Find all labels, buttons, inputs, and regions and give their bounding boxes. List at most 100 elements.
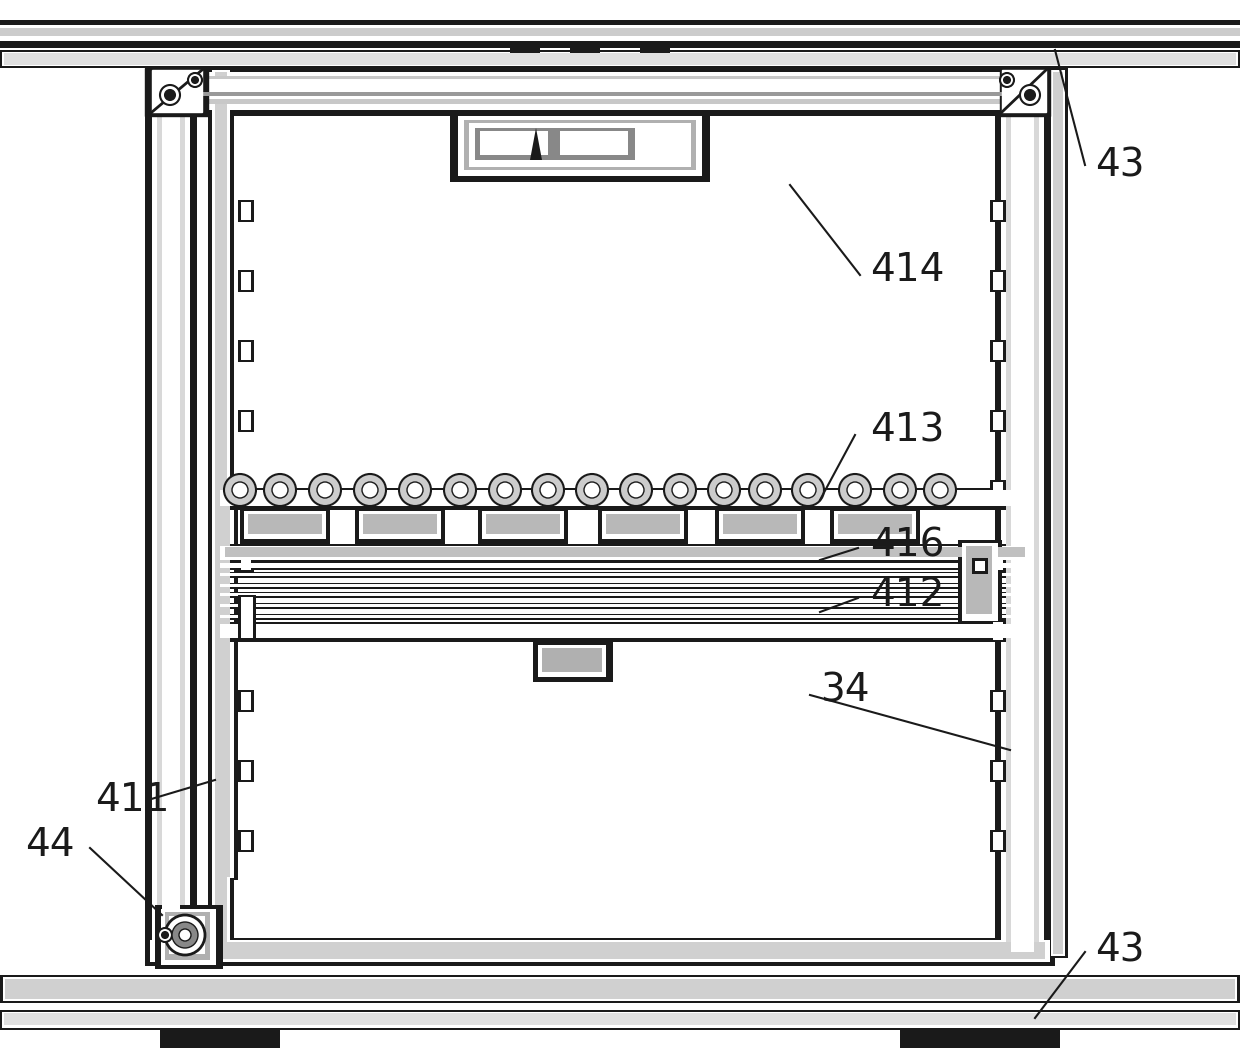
Polygon shape bbox=[153, 70, 202, 112]
Bar bbox=[219, 490, 1030, 506]
Bar bbox=[165, 912, 210, 960]
Bar bbox=[215, 583, 1035, 589]
Bar bbox=[0, 28, 1240, 36]
Bar bbox=[1001, 70, 1044, 956]
Bar bbox=[990, 270, 1006, 292]
Circle shape bbox=[399, 474, 432, 506]
Circle shape bbox=[884, 474, 916, 506]
Bar bbox=[719, 511, 801, 539]
Bar bbox=[5, 979, 1235, 999]
Bar bbox=[219, 563, 1030, 568]
Circle shape bbox=[157, 928, 172, 942]
Circle shape bbox=[932, 482, 949, 497]
Bar bbox=[219, 624, 1030, 638]
Bar bbox=[538, 645, 606, 677]
Bar bbox=[238, 270, 254, 292]
Bar bbox=[219, 573, 1030, 576]
Bar bbox=[157, 72, 185, 954]
Bar bbox=[598, 508, 688, 544]
Bar bbox=[219, 593, 1030, 596]
Text: 44: 44 bbox=[25, 826, 74, 864]
Bar bbox=[993, 832, 1003, 850]
Bar bbox=[993, 342, 1003, 360]
Circle shape bbox=[160, 85, 180, 105]
Polygon shape bbox=[1002, 70, 1047, 112]
Circle shape bbox=[539, 482, 556, 497]
Bar bbox=[959, 540, 1002, 624]
Bar bbox=[533, 642, 613, 682]
Bar bbox=[215, 603, 1035, 609]
Bar bbox=[1053, 72, 1063, 954]
Circle shape bbox=[999, 73, 1014, 87]
Bar bbox=[0, 975, 1240, 1003]
Bar bbox=[990, 620, 1006, 642]
Bar bbox=[993, 412, 1003, 431]
Bar bbox=[155, 905, 223, 969]
Bar bbox=[993, 482, 1003, 500]
Bar bbox=[150, 940, 1050, 962]
Circle shape bbox=[672, 482, 688, 497]
Bar bbox=[145, 938, 1055, 966]
Bar bbox=[900, 1030, 1060, 1048]
Text: 414: 414 bbox=[870, 251, 945, 289]
Circle shape bbox=[192, 77, 198, 83]
Bar bbox=[450, 109, 711, 182]
Circle shape bbox=[892, 482, 908, 497]
Bar bbox=[212, 70, 229, 956]
Bar bbox=[241, 508, 330, 544]
Bar bbox=[238, 340, 254, 362]
Bar bbox=[241, 692, 250, 710]
Bar bbox=[480, 131, 548, 155]
Bar bbox=[482, 511, 564, 539]
Bar bbox=[241, 762, 250, 780]
Circle shape bbox=[165, 90, 175, 100]
Circle shape bbox=[453, 482, 467, 497]
Bar bbox=[975, 561, 985, 571]
Bar bbox=[219, 604, 1030, 607]
Bar bbox=[972, 558, 988, 574]
Circle shape bbox=[497, 482, 513, 497]
Bar bbox=[360, 511, 441, 539]
Bar bbox=[162, 74, 180, 952]
Bar bbox=[145, 68, 1055, 116]
Bar bbox=[966, 546, 992, 614]
Bar bbox=[241, 272, 250, 290]
Circle shape bbox=[584, 482, 600, 497]
Bar bbox=[241, 622, 250, 640]
Text: 43: 43 bbox=[1095, 146, 1145, 184]
Bar bbox=[215, 562, 1035, 570]
Bar bbox=[224, 547, 1025, 557]
Bar bbox=[2, 977, 1238, 1001]
Circle shape bbox=[577, 474, 608, 506]
Bar bbox=[475, 128, 556, 161]
Text: 412: 412 bbox=[870, 576, 945, 614]
Circle shape bbox=[847, 482, 863, 497]
Bar bbox=[640, 43, 670, 53]
Bar bbox=[715, 508, 805, 544]
Bar bbox=[990, 200, 1006, 222]
Bar bbox=[208, 500, 238, 880]
Bar bbox=[241, 597, 253, 638]
Bar bbox=[0, 1010, 1240, 1030]
Circle shape bbox=[407, 482, 423, 497]
Bar bbox=[2, 52, 1238, 66]
Bar bbox=[1052, 70, 1065, 956]
Bar bbox=[215, 614, 1035, 620]
Bar bbox=[993, 692, 1003, 710]
Bar bbox=[990, 410, 1006, 432]
Circle shape bbox=[756, 482, 773, 497]
Bar bbox=[993, 272, 1003, 290]
Bar bbox=[4, 53, 1236, 65]
Bar bbox=[469, 123, 691, 167]
Bar bbox=[238, 690, 254, 712]
Bar bbox=[363, 514, 436, 534]
Circle shape bbox=[620, 474, 652, 506]
Bar bbox=[0, 50, 1240, 68]
Circle shape bbox=[232, 482, 248, 497]
Circle shape bbox=[362, 482, 378, 497]
Circle shape bbox=[489, 474, 521, 506]
Bar bbox=[248, 514, 322, 534]
Bar bbox=[238, 550, 254, 572]
Polygon shape bbox=[999, 68, 1050, 116]
Bar bbox=[838, 514, 911, 534]
